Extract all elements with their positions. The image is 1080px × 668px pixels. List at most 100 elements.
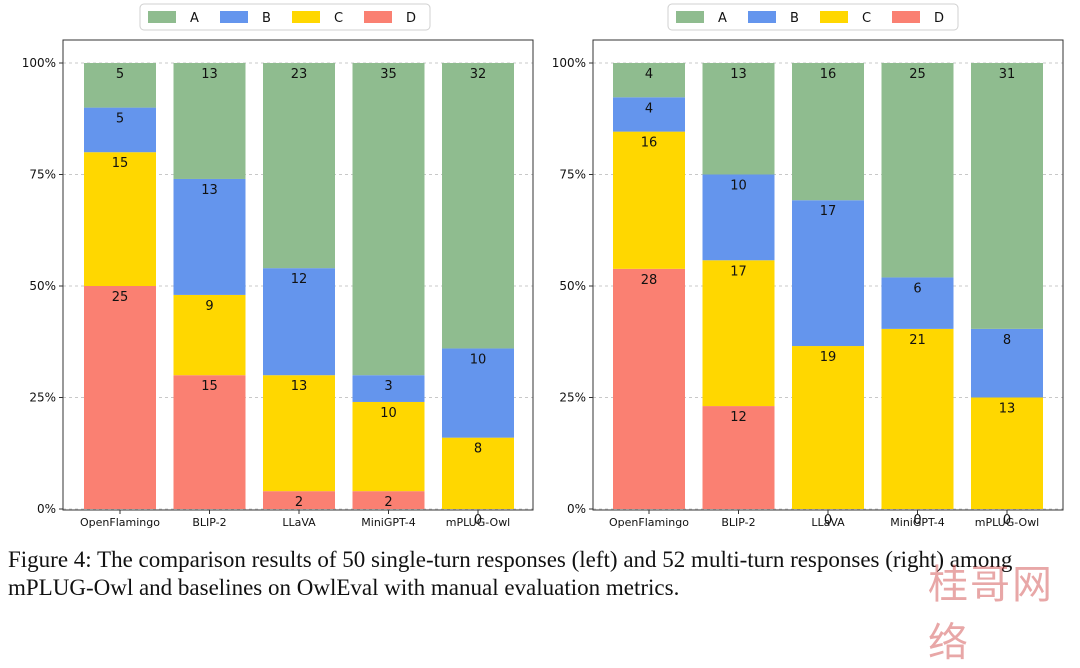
legend-label-A: A — [190, 11, 199, 26]
data-label-D: 0 — [474, 513, 482, 528]
bar-segment-B — [971, 328, 1043, 398]
bar-segment-B — [702, 174, 775, 261]
data-label-D: 0 — [824, 513, 832, 528]
y-tick-label: 75% — [29, 168, 56, 182]
data-label-B: 4 — [645, 101, 653, 116]
bar-segment-B — [352, 375, 425, 402]
data-label-C: 17 — [730, 264, 747, 279]
data-label-B: 3 — [384, 379, 392, 394]
data-label-C: 9 — [205, 299, 213, 314]
data-label-C: 13 — [291, 379, 308, 394]
data-label-A: 31 — [999, 67, 1016, 82]
figure-caption: Figure 4: The comparison results of 50 s… — [8, 547, 1013, 600]
y-tick-label: 50% — [559, 279, 586, 293]
data-label-B: 5 — [116, 112, 124, 127]
data-label-D: 25 — [112, 290, 129, 305]
legend-swatch-D — [364, 11, 392, 23]
legend: A B C D — [139, 3, 431, 31]
data-label-A: 23 — [291, 67, 308, 82]
y-tick-label: 100% — [552, 56, 586, 70]
bar-segment-C — [352, 401, 425, 492]
data-label-D: 28 — [641, 273, 658, 288]
y-tick-label: 25% — [559, 391, 586, 405]
y-tick-label: 0% — [567, 502, 586, 516]
data-label-A: 13 — [201, 67, 218, 82]
bar-segment-B — [173, 178, 246, 295]
x-tick-label: OpenFlamingo — [609, 516, 689, 529]
data-label-C: 19 — [820, 350, 837, 365]
legend-swatch-D — [892, 11, 920, 23]
data-label-C: 10 — [380, 406, 397, 421]
y-tick-label: 100% — [22, 56, 56, 70]
data-label-C: 16 — [641, 136, 658, 151]
bar-segment-D — [702, 406, 775, 509]
bar-segment-B — [792, 200, 864, 347]
x-tick-label: BLIP-2 — [192, 516, 226, 529]
bar-segment-B — [613, 97, 685, 132]
bar-segment-C — [702, 260, 775, 407]
data-label-A: 32 — [470, 67, 487, 82]
data-label-C: 8 — [474, 442, 482, 457]
bar-segment-A — [263, 63, 335, 269]
bar-segment-D — [84, 286, 156, 509]
legend-label-B: B — [262, 11, 271, 26]
legend-label-A: A — [718, 11, 727, 26]
bar-segment-D — [263, 491, 335, 509]
data-label-B: 13 — [201, 183, 218, 198]
bar-segment-C — [613, 131, 685, 269]
bar-segment-B — [263, 268, 335, 376]
bar-segment-C — [263, 375, 335, 492]
bar-segment-D — [352, 491, 425, 509]
bar-segment-B — [442, 348, 514, 438]
data-label-D: 15 — [201, 379, 218, 394]
plot-frame — [62, 39, 534, 511]
data-label-A: 4 — [645, 67, 653, 82]
legend-label-B: B — [790, 11, 799, 26]
data-label-B: 10 — [730, 179, 747, 194]
chart-panel-right: 0% 25% 50% 75% 100% 28 16 4 4 OpenFlamingo 12 17 10 1… — [552, 3, 1064, 529]
bar-segment-A — [792, 63, 864, 201]
bar-segment-A — [702, 63, 775, 175]
data-label-D: 2 — [384, 495, 392, 510]
data-label-A: 25 — [909, 67, 926, 82]
legend-box — [667, 3, 959, 31]
data-label-D: 2 — [295, 495, 303, 510]
x-tick-label: LLaVA — [811, 516, 845, 529]
data-label-A: 5 — [116, 67, 124, 82]
data-label-A: 16 — [820, 67, 837, 82]
legend-swatch-B — [748, 11, 776, 23]
legend-swatch-A — [676, 11, 704, 23]
bar-segment-C — [881, 328, 954, 509]
watermark: 桂哥网络 — [928, 562, 1054, 666]
y-tick-label: 0% — [37, 502, 56, 516]
data-label-A: 35 — [380, 67, 397, 82]
legend-label-C: C — [334, 11, 343, 26]
y-tick-label: 25% — [29, 391, 56, 405]
figure-charts: 0%25%50%75%100%251555OpenFlamingo1591313… — [22, 3, 1064, 529]
legend-swatch-C — [820, 11, 848, 23]
bar-segment-A — [971, 63, 1043, 329]
data-label-D: 12 — [730, 410, 747, 425]
data-label-D: 0 — [913, 513, 921, 528]
x-tick-label: MiniGPT-4 — [361, 516, 415, 529]
y-tick-label: 50% — [29, 279, 56, 293]
legend-swatch-A — [148, 11, 176, 23]
bar-segment-A — [352, 63, 425, 376]
legend-label-D: D — [406, 11, 416, 26]
legend-swatch-C — [292, 11, 320, 23]
legend-label-C: C — [862, 11, 871, 26]
data-label-B: 10 — [470, 352, 487, 367]
bar-segment-C — [84, 152, 156, 286]
legend: A B C D — [667, 3, 959, 31]
bar-segment-A — [173, 63, 246, 179]
y-tick-label: 75% — [559, 168, 586, 182]
chart-panel-left: 0% 25% 50% 75% 100% 25 15 5 5 OpenFlamingo 15 9 13 13… — [22, 3, 534, 529]
bar-segment-D — [173, 375, 246, 509]
data-label-B: 8 — [1003, 333, 1011, 348]
data-label-B: 6 — [913, 281, 921, 296]
bar-segment-A — [881, 63, 954, 278]
legend-label-D: D — [934, 11, 944, 26]
bar-segment-C — [971, 397, 1043, 509]
x-tick-label: MiniGPT-4 — [890, 516, 944, 529]
data-label-A: 13 — [730, 67, 747, 82]
